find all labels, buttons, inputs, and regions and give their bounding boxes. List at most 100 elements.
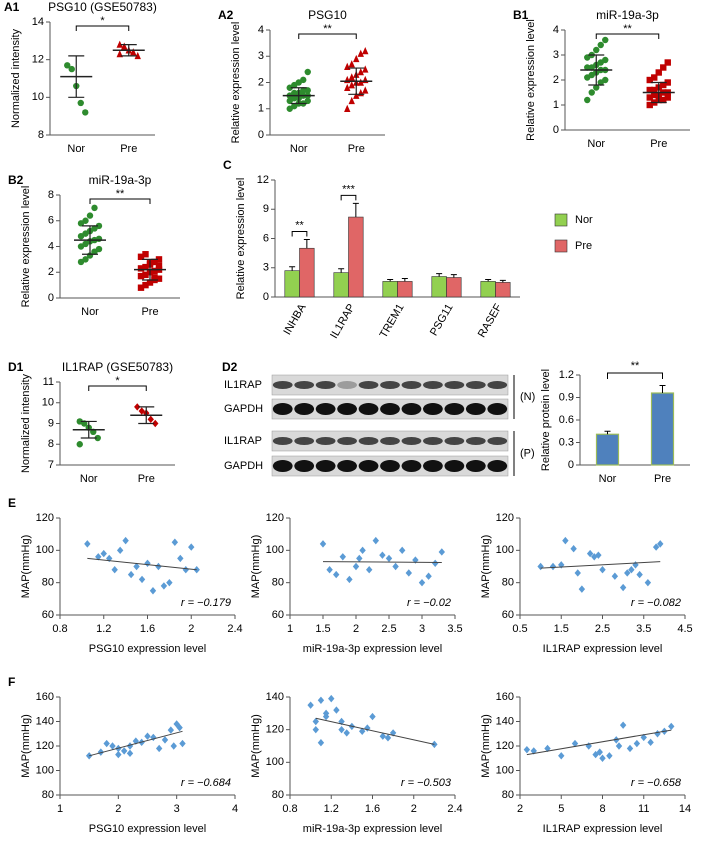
y-tick-label: 2 bbox=[48, 266, 54, 278]
x-tick-label: RASEF bbox=[476, 302, 505, 340]
blot-band bbox=[294, 460, 315, 472]
point bbox=[570, 545, 577, 553]
sig-label: ** bbox=[295, 219, 304, 231]
point bbox=[291, 89, 298, 97]
point bbox=[151, 267, 158, 275]
panel-label: A1 bbox=[4, 0, 20, 14]
y-tick-label: 0.9 bbox=[559, 391, 574, 403]
annotation: r = −0.02 bbox=[407, 597, 451, 609]
x-tick-label: 11 bbox=[638, 803, 649, 815]
point bbox=[664, 59, 671, 66]
sd-bar bbox=[120, 44, 137, 57]
panel-label: D2 bbox=[222, 360, 238, 374]
point bbox=[385, 554, 393, 563]
point bbox=[344, 104, 351, 112]
panel-label: C bbox=[223, 158, 232, 172]
error-bar bbox=[450, 274, 457, 278]
point bbox=[115, 750, 122, 759]
point bbox=[574, 569, 581, 577]
point bbox=[399, 546, 406, 555]
point bbox=[133, 562, 140, 571]
point bbox=[362, 86, 369, 94]
point bbox=[317, 696, 325, 704]
point bbox=[352, 562, 360, 571]
sig-label: ** bbox=[631, 360, 640, 372]
x-tick-label: Nor bbox=[80, 473, 98, 485]
x-tick-label: 2 bbox=[188, 623, 194, 635]
point bbox=[95, 553, 102, 561]
legend-label: Pre bbox=[575, 240, 592, 252]
x-tick-label: Nor bbox=[67, 143, 85, 155]
panel-label: B1 bbox=[513, 8, 529, 22]
error-bar bbox=[436, 273, 443, 277]
point bbox=[137, 265, 145, 272]
annotation: r = −0.684 bbox=[181, 777, 231, 789]
sd-bar bbox=[142, 258, 158, 281]
y-tick-label: 120 bbox=[496, 512, 514, 524]
y-axis-label: MAP(mmHg) bbox=[250, 535, 262, 599]
blot-band bbox=[423, 437, 443, 445]
point bbox=[312, 725, 319, 734]
annotation: r = −0.179 bbox=[181, 597, 231, 609]
point bbox=[333, 570, 340, 579]
bar bbox=[480, 281, 496, 298]
x-tick-label: 2.4 bbox=[447, 803, 462, 815]
point bbox=[384, 734, 392, 742]
sig-label: ** bbox=[623, 23, 632, 35]
point bbox=[109, 742, 116, 750]
blot-band bbox=[423, 460, 443, 472]
point bbox=[77, 99, 84, 107]
error-bar bbox=[338, 268, 345, 273]
point bbox=[333, 706, 340, 714]
point bbox=[170, 742, 177, 750]
point bbox=[177, 554, 184, 563]
panel-label: F bbox=[8, 675, 15, 689]
point bbox=[155, 275, 163, 282]
y-tick-label: 8 bbox=[38, 129, 44, 141]
point bbox=[304, 97, 311, 105]
blot-band bbox=[337, 437, 357, 445]
blot-band bbox=[465, 460, 486, 472]
y-axis-label: Relative expression level bbox=[235, 178, 247, 300]
sig-bracket bbox=[607, 372, 663, 379]
point bbox=[353, 54, 360, 63]
point bbox=[379, 551, 386, 559]
blot-row-label: GAPDH bbox=[224, 460, 263, 472]
blot-band bbox=[337, 381, 357, 389]
point bbox=[523, 745, 531, 754]
point bbox=[664, 94, 671, 101]
x-tick-label: 2 bbox=[411, 803, 417, 815]
y-tick-label: 100 bbox=[496, 544, 514, 556]
point bbox=[152, 419, 159, 428]
y-tick-label: 160 bbox=[496, 691, 514, 703]
point bbox=[353, 91, 360, 99]
x-tick-label: 1.2 bbox=[96, 623, 111, 635]
point bbox=[103, 739, 110, 748]
sig-label: ** bbox=[323, 23, 332, 35]
y-tick-label: 80 bbox=[502, 789, 514, 801]
x-tick-label: Pre bbox=[654, 473, 671, 485]
x-tick-label: 1.6 bbox=[140, 623, 155, 635]
y-tick-label: 0 bbox=[48, 292, 54, 304]
bar bbox=[650, 392, 675, 466]
point bbox=[619, 583, 627, 592]
y-tick-label: 100 bbox=[496, 764, 514, 776]
chart-title: miR-19a-3p bbox=[596, 8, 659, 22]
point bbox=[597, 41, 604, 49]
point bbox=[668, 722, 675, 731]
sd-bar bbox=[68, 55, 85, 98]
chart-title: PSG10 bbox=[308, 8, 347, 22]
point bbox=[647, 738, 654, 747]
point bbox=[562, 536, 569, 545]
y-tick-label: 9 bbox=[263, 203, 269, 215]
point bbox=[322, 712, 330, 721]
point bbox=[155, 744, 163, 753]
bar bbox=[431, 276, 447, 298]
x-tick-label: Pre bbox=[138, 473, 155, 485]
point bbox=[369, 712, 376, 721]
point bbox=[646, 101, 653, 109]
point bbox=[111, 566, 118, 574]
x-axis-label: PSG10 expression level bbox=[89, 823, 206, 835]
point bbox=[651, 74, 658, 81]
y-tick-label: 2 bbox=[258, 76, 264, 88]
